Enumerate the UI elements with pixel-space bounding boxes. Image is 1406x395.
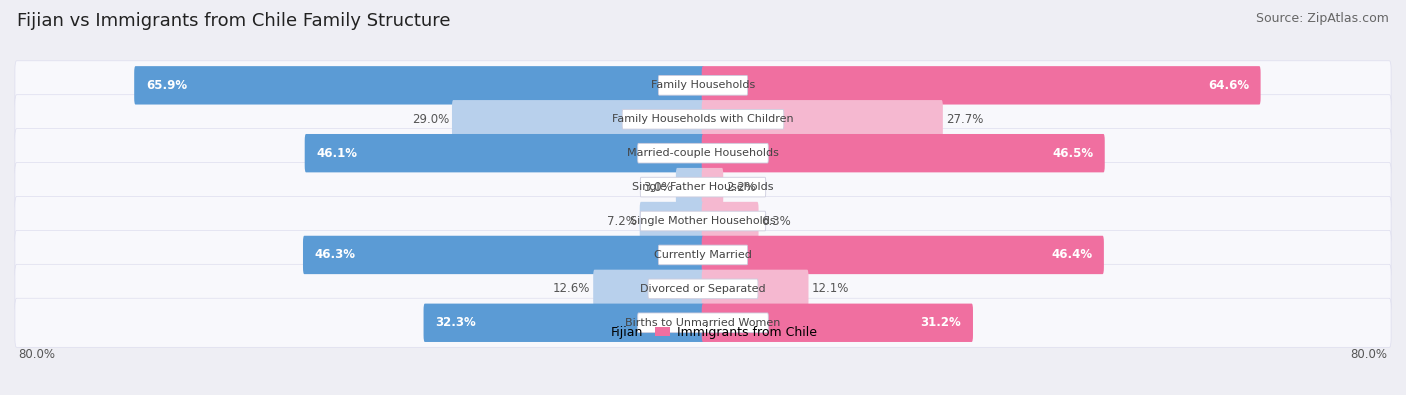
- FancyBboxPatch shape: [15, 196, 1391, 246]
- Text: Divorced or Separated: Divorced or Separated: [640, 284, 766, 294]
- FancyBboxPatch shape: [623, 109, 783, 129]
- FancyBboxPatch shape: [15, 230, 1391, 280]
- Text: 7.2%: 7.2%: [607, 214, 637, 228]
- Text: Married-couple Households: Married-couple Households: [627, 148, 779, 158]
- Text: Single Father Households: Single Father Households: [633, 182, 773, 192]
- Text: 80.0%: 80.0%: [1351, 348, 1388, 361]
- Text: Fijian vs Immigrants from Chile Family Structure: Fijian vs Immigrants from Chile Family S…: [17, 12, 450, 30]
- Text: 2.2%: 2.2%: [727, 181, 756, 194]
- FancyBboxPatch shape: [702, 304, 973, 342]
- FancyBboxPatch shape: [305, 134, 704, 172]
- Legend: Fijian, Immigrants from Chile: Fijian, Immigrants from Chile: [585, 321, 821, 344]
- Text: Currently Married: Currently Married: [654, 250, 752, 260]
- FancyBboxPatch shape: [15, 95, 1391, 144]
- FancyBboxPatch shape: [15, 163, 1391, 212]
- FancyBboxPatch shape: [658, 75, 748, 95]
- Text: 12.1%: 12.1%: [811, 282, 849, 295]
- FancyBboxPatch shape: [658, 245, 748, 265]
- Text: 80.0%: 80.0%: [18, 348, 55, 361]
- Text: 46.3%: 46.3%: [315, 248, 356, 261]
- FancyBboxPatch shape: [702, 66, 1261, 105]
- FancyBboxPatch shape: [638, 143, 768, 163]
- FancyBboxPatch shape: [423, 304, 704, 342]
- Text: 46.5%: 46.5%: [1052, 147, 1092, 160]
- FancyBboxPatch shape: [702, 168, 723, 206]
- Text: 12.6%: 12.6%: [553, 282, 591, 295]
- FancyBboxPatch shape: [702, 270, 808, 308]
- FancyBboxPatch shape: [15, 129, 1391, 178]
- Text: 27.7%: 27.7%: [946, 113, 983, 126]
- FancyBboxPatch shape: [640, 177, 766, 197]
- FancyBboxPatch shape: [593, 270, 704, 308]
- FancyBboxPatch shape: [702, 100, 943, 139]
- Text: 65.9%: 65.9%: [146, 79, 187, 92]
- Text: 31.2%: 31.2%: [921, 316, 962, 329]
- Text: 29.0%: 29.0%: [412, 113, 449, 126]
- FancyBboxPatch shape: [15, 264, 1391, 313]
- FancyBboxPatch shape: [640, 211, 766, 231]
- FancyBboxPatch shape: [638, 313, 768, 333]
- Text: 46.1%: 46.1%: [316, 147, 357, 160]
- FancyBboxPatch shape: [648, 279, 758, 299]
- Text: Family Households with Children: Family Households with Children: [612, 114, 794, 124]
- FancyBboxPatch shape: [302, 236, 704, 274]
- Text: 3.0%: 3.0%: [643, 181, 673, 194]
- FancyBboxPatch shape: [702, 236, 1104, 274]
- Text: 46.4%: 46.4%: [1052, 248, 1092, 261]
- FancyBboxPatch shape: [702, 134, 1105, 172]
- FancyBboxPatch shape: [451, 100, 704, 139]
- FancyBboxPatch shape: [702, 202, 759, 240]
- Text: 32.3%: 32.3%: [436, 316, 475, 329]
- FancyBboxPatch shape: [15, 61, 1391, 110]
- Text: Source: ZipAtlas.com: Source: ZipAtlas.com: [1256, 12, 1389, 25]
- Text: Single Mother Households: Single Mother Households: [630, 216, 776, 226]
- FancyBboxPatch shape: [640, 202, 704, 240]
- FancyBboxPatch shape: [15, 298, 1391, 347]
- FancyBboxPatch shape: [134, 66, 704, 105]
- FancyBboxPatch shape: [676, 168, 704, 206]
- Text: 64.6%: 64.6%: [1208, 79, 1249, 92]
- Text: Family Households: Family Households: [651, 80, 755, 90]
- Text: Births to Unmarried Women: Births to Unmarried Women: [626, 318, 780, 328]
- Text: 6.3%: 6.3%: [762, 214, 792, 228]
